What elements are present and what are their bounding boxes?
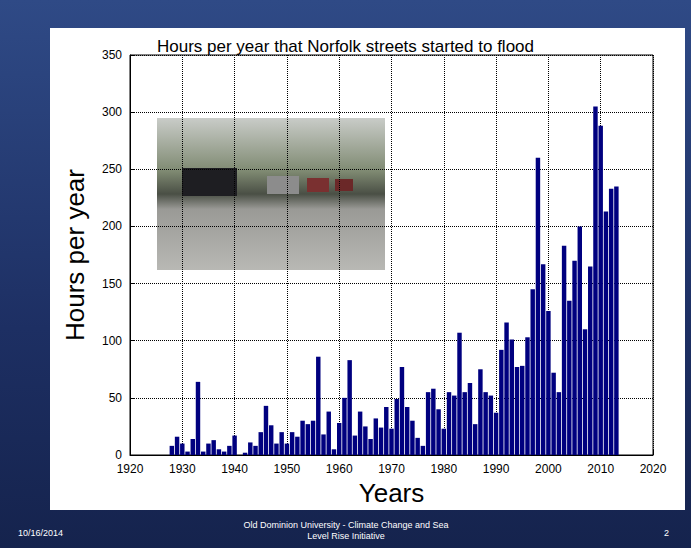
- svg-text:0: 0: [115, 448, 122, 462]
- svg-text:2000: 2000: [535, 462, 562, 476]
- svg-text:1970: 1970: [378, 462, 405, 476]
- svg-text:350: 350: [102, 48, 122, 62]
- svg-text:150: 150: [102, 277, 122, 291]
- svg-text:50: 50: [109, 391, 123, 405]
- svg-text:2010: 2010: [587, 462, 614, 476]
- svg-text:300: 300: [102, 105, 122, 119]
- svg-text:1950: 1950: [274, 462, 301, 476]
- svg-text:1920: 1920: [117, 462, 144, 476]
- svg-text:200: 200: [102, 219, 122, 233]
- svg-text:1960: 1960: [326, 462, 353, 476]
- svg-text:2020: 2020: [640, 462, 667, 476]
- svg-text:1930: 1930: [169, 462, 196, 476]
- svg-text:Hours per year: Hours per year: [60, 169, 90, 341]
- svg-text:250: 250: [102, 162, 122, 176]
- html-text:2: 2: [664, 528, 669, 538]
- svg-text:1940: 1940: [221, 462, 248, 476]
- svg-text:Years: Years: [359, 478, 425, 508]
- svg-text:1980: 1980: [430, 462, 457, 476]
- svg-text:Hours per year that Norfolk st: Hours per year that Norfolk streets star…: [157, 37, 534, 56]
- html-text:Old Dominion University - Clim: Old Dominion University - Climate Change…: [243, 520, 449, 541]
- svg-text:1990: 1990: [483, 462, 510, 476]
- html-text:10/16/2014: 10/16/2014: [18, 528, 63, 538]
- svg-text:100: 100: [102, 334, 122, 348]
